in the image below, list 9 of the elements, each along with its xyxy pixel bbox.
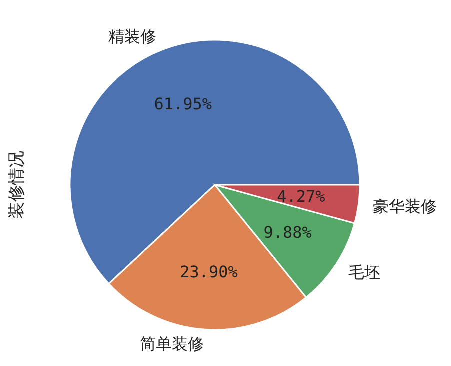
data-label: 23.90% <box>180 262 238 282</box>
slice-label: 豪华装修 <box>373 196 438 216</box>
slice-label: 简单装修 <box>140 334 204 354</box>
text: 装修情况 <box>7 151 27 219</box>
data-label: 4.27% <box>277 187 326 206</box>
slice-label: 精装修 <box>108 27 157 46</box>
slice-label: 毛坯 <box>348 262 381 282</box>
data-label: 9.88% <box>264 223 312 242</box>
data-label: 61.95% <box>154 94 212 114</box>
